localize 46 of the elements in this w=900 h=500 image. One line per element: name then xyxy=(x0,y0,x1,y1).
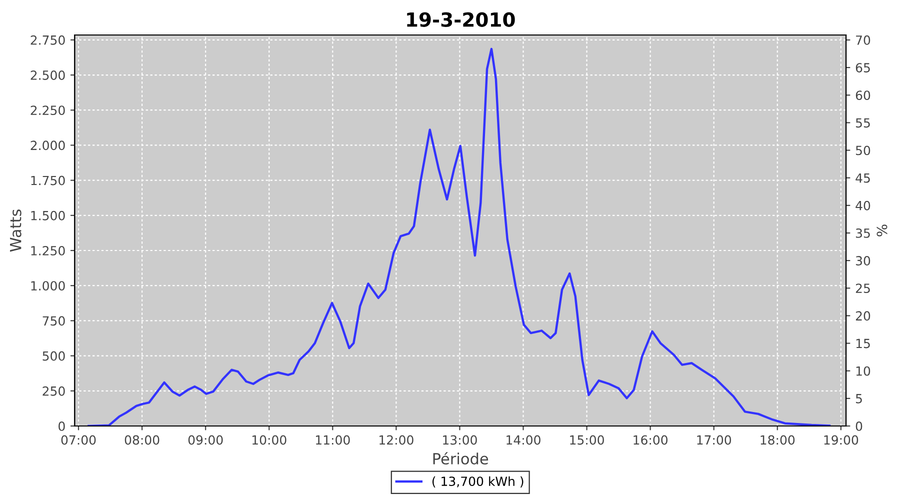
line-series xyxy=(88,48,831,426)
y-tick-label: 2.750 xyxy=(30,35,65,45)
y2-tick-label: 50 xyxy=(856,146,870,156)
y-axis-title: Watts xyxy=(10,210,22,252)
y2-tick-label: 25 xyxy=(856,284,870,294)
y2-tick-label: 5 xyxy=(856,394,862,404)
x-tick-label: 17:00 xyxy=(697,435,732,445)
y-tick-label: 750 xyxy=(42,316,65,326)
x-tick-label: 08:00 xyxy=(124,435,160,445)
y-tick-label: 1.000 xyxy=(31,281,65,291)
y-tick-label: 1.500 xyxy=(31,210,65,220)
y-tick-label: 1.250 xyxy=(31,246,65,256)
x-tick-label: 13:00 xyxy=(443,435,477,445)
y-tick-label: 1.750 xyxy=(31,176,65,186)
y2-tick-label: 10 xyxy=(856,366,870,376)
y-tick-label: 500 xyxy=(42,351,65,361)
y-tick-label: 2.000 xyxy=(30,140,65,150)
chart-title: 19-3-2010 xyxy=(407,12,515,27)
y-tick-label: 250 xyxy=(42,386,65,396)
y2-tick-label: 20 xyxy=(856,311,870,321)
y2-tick-label: 65 xyxy=(856,63,870,72)
y-tick-label: 0 xyxy=(58,421,65,431)
y2-tick-label: 0 xyxy=(856,421,862,431)
x-tick-label: 12:00 xyxy=(380,435,414,445)
x-axis-title: Période xyxy=(433,452,488,465)
y2-tick-label: 40 xyxy=(856,200,870,210)
x-tick-label: 11:00 xyxy=(316,435,350,445)
x-tick-label: 18:00 xyxy=(760,435,795,445)
legend-label: ( 13,700 kWh ) xyxy=(432,476,524,488)
y-tick-label: 2.250 xyxy=(30,106,65,116)
x-tick-label: 15:00 xyxy=(570,435,604,445)
y2-tick-label: 15 xyxy=(856,338,870,348)
x-tick-label: 09:00 xyxy=(188,435,223,445)
y2-tick-label: 30 xyxy=(856,256,870,266)
x-tick-label: 19:00 xyxy=(824,435,858,445)
y2-tick-label: 70 xyxy=(856,35,870,45)
y2-tick-label: 35 xyxy=(856,228,870,238)
x-tick-label: 16:00 xyxy=(634,435,668,445)
y-tick-label: 2.500 xyxy=(30,70,65,80)
y2-axis-title: % xyxy=(876,224,888,236)
x-tick-label: 10:00 xyxy=(252,435,286,445)
x-tick-label: 14:00 xyxy=(506,435,540,445)
y2-tick-label: 55 xyxy=(856,118,870,128)
y2-tick-label: 60 xyxy=(856,90,870,100)
y2-tick-label: 45 xyxy=(856,173,870,183)
x-tick-label: 07:00 xyxy=(61,435,96,445)
